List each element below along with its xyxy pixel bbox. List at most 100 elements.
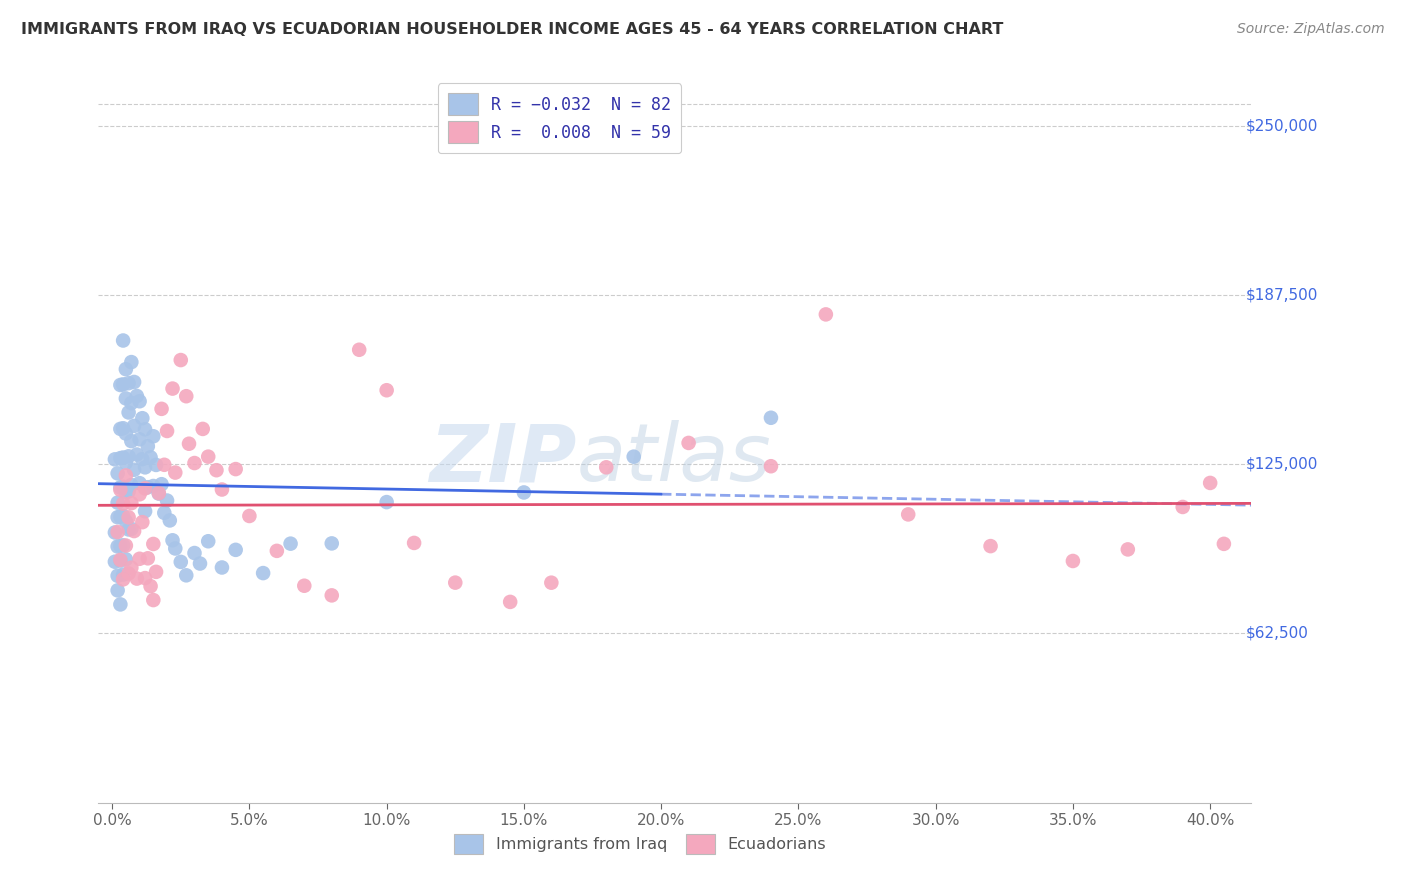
Point — [107, 495, 129, 509]
Text: $187,500: $187,500 — [1246, 287, 1319, 302]
Point — [115, 456, 138, 470]
Point — [107, 467, 129, 481]
Text: IMMIGRANTS FROM IRAQ VS ECUADORIAN HOUSEHOLDER INCOME AGES 45 - 64 YEARS CORRELA: IMMIGRANTS FROM IRAQ VS ECUADORIAN HOUSE… — [21, 22, 1004, 37]
Point — [120, 396, 142, 410]
Point — [142, 429, 165, 443]
Point — [112, 567, 135, 582]
Point — [375, 383, 398, 397]
Point — [117, 376, 139, 391]
Point — [162, 382, 184, 396]
Point — [104, 452, 127, 467]
Point — [134, 460, 156, 475]
Point — [104, 525, 127, 540]
Point — [117, 450, 139, 464]
Point — [117, 484, 139, 499]
Text: Source: ZipAtlas.com: Source: ZipAtlas.com — [1237, 22, 1385, 37]
Point — [112, 497, 135, 511]
Point — [110, 451, 132, 466]
Point — [110, 378, 132, 392]
Point — [120, 478, 142, 492]
Text: ZIP: ZIP — [429, 420, 576, 498]
Point — [148, 486, 170, 500]
Point — [115, 539, 138, 553]
Point — [177, 436, 200, 450]
Point — [170, 353, 193, 368]
Point — [197, 534, 219, 549]
Point — [112, 573, 135, 587]
Point — [266, 544, 288, 558]
Point — [117, 566, 139, 581]
Point — [107, 568, 129, 582]
Point — [183, 546, 205, 560]
Point — [174, 389, 197, 403]
Point — [156, 493, 179, 508]
Point — [134, 481, 156, 495]
Point — [347, 343, 370, 357]
Point — [174, 568, 197, 582]
Point — [183, 456, 205, 470]
Point — [205, 463, 228, 477]
Point — [759, 410, 782, 425]
Point — [165, 541, 187, 556]
Point — [540, 575, 562, 590]
Point — [110, 422, 132, 436]
Point — [444, 575, 467, 590]
Point — [188, 557, 211, 571]
Point — [112, 538, 135, 552]
Point — [252, 566, 274, 580]
Point — [150, 401, 173, 416]
Point — [142, 537, 165, 551]
Point — [142, 593, 165, 607]
Point — [814, 307, 837, 321]
Point — [128, 432, 150, 446]
Point — [623, 450, 645, 464]
Point — [110, 480, 132, 494]
Point — [142, 479, 165, 493]
Point — [162, 533, 184, 548]
Point — [115, 468, 138, 483]
Point — [165, 466, 187, 480]
Point — [125, 572, 148, 586]
Point — [321, 536, 343, 550]
Point — [125, 448, 148, 462]
Point — [120, 560, 142, 574]
Point — [110, 509, 132, 524]
Point — [117, 510, 139, 524]
Point — [115, 426, 138, 441]
Text: atlas: atlas — [576, 420, 772, 498]
Point — [499, 595, 522, 609]
Point — [120, 355, 142, 369]
Point — [225, 542, 247, 557]
Point — [197, 450, 219, 464]
Point — [110, 483, 132, 497]
Point — [156, 424, 179, 438]
Point — [115, 362, 138, 376]
Point — [238, 508, 260, 523]
Point — [139, 579, 162, 593]
Point — [759, 459, 782, 474]
Point — [122, 463, 145, 477]
Point — [136, 551, 159, 566]
Point — [115, 552, 138, 566]
Point — [110, 539, 132, 553]
Point — [136, 439, 159, 453]
Text: $62,500: $62,500 — [1246, 626, 1309, 641]
Point — [122, 418, 145, 433]
Point — [191, 422, 214, 436]
Point — [897, 508, 920, 522]
Point — [211, 483, 233, 497]
Point — [122, 375, 145, 389]
Point — [110, 598, 132, 612]
Point — [112, 421, 135, 435]
Point — [145, 565, 167, 579]
Point — [125, 389, 148, 403]
Point — [110, 553, 132, 567]
Point — [280, 536, 302, 550]
Point — [134, 504, 156, 518]
Point — [112, 509, 135, 524]
Point — [128, 394, 150, 409]
Point — [225, 462, 247, 476]
Point — [1116, 542, 1139, 557]
Point — [120, 522, 142, 536]
Point — [131, 515, 153, 529]
